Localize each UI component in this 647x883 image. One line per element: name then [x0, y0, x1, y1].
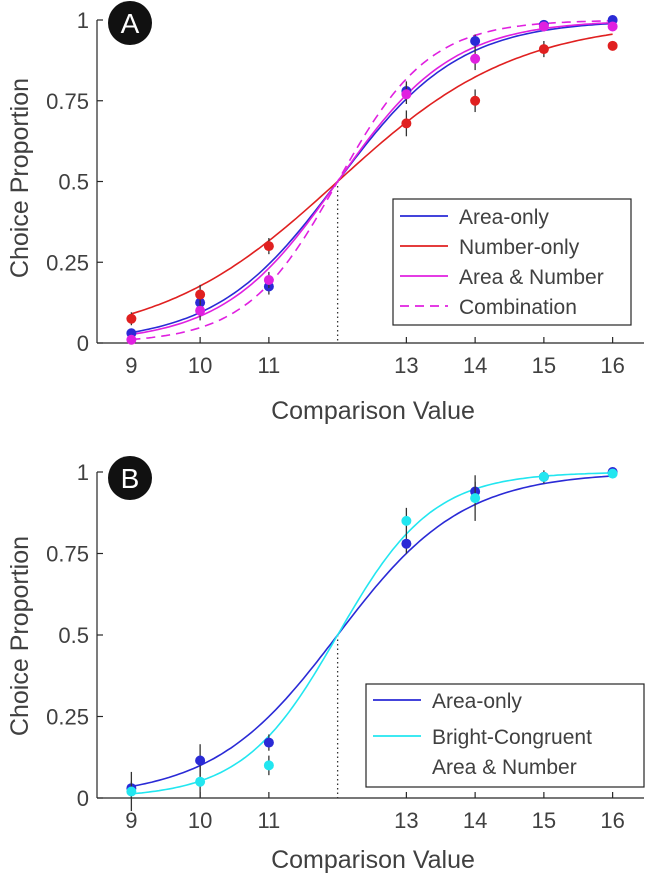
x-tick-label: 15 [532, 808, 556, 833]
legend-label: Bright-Congruent [432, 726, 592, 749]
panel-b-ylabel: Choice Proportion [6, 536, 34, 736]
panel-b-plot: 0 0.25 0.5 0.75 1 9 10 11 13 14 15 16 Area-only Brigh… [46, 460, 645, 833]
data-point [470, 493, 481, 504]
panel-a-badge: A [108, 1, 152, 45]
data-point [126, 313, 137, 324]
data-point [126, 786, 137, 797]
y-tick-label: 0 [77, 331, 89, 356]
data-point [607, 468, 618, 479]
panel-b-xlabel: Comparison Value [271, 846, 475, 874]
fit-curve [131, 475, 613, 788]
data-point [470, 95, 481, 106]
data-point [470, 53, 481, 64]
data-point [195, 776, 206, 787]
x-tick-label: 13 [394, 353, 418, 378]
panel-a-xlabel: Comparison Value [271, 397, 475, 425]
data-point [195, 305, 206, 316]
panel-b: B Choice Proportion Comparison Value 0 0.… [6, 456, 645, 874]
y-tick-label: 1 [77, 8, 89, 33]
panel-a: A Choice Proportion Comparison Value 0 0.… [6, 1, 644, 425]
data-point [401, 538, 412, 549]
panel-a-label: A [121, 8, 140, 39]
x-tick-label: 16 [600, 353, 624, 378]
panel-a-ylabel: Choice Proportion [6, 78, 34, 278]
legend-label: Area & Number [432, 756, 577, 779]
x-tick-label: 10 [188, 353, 212, 378]
data-point [263, 737, 274, 748]
y-tick-label: 0.5 [58, 623, 89, 648]
fit-curve [131, 20, 613, 341]
data-point [470, 35, 481, 46]
legend-label: Area-only [459, 206, 549, 229]
data-point [401, 118, 412, 129]
x-tick-label: 14 [463, 808, 487, 833]
data-point [607, 40, 618, 51]
legend-box [392, 198, 632, 326]
x-tick-label: 13 [394, 808, 418, 833]
data-point [538, 471, 549, 482]
legend: Area-only Bright-Congruent Area & Number [365, 683, 645, 788]
legend-label: Area-only [432, 690, 522, 713]
legend: Area-only Number-only Area & Number Combina… [392, 198, 632, 326]
data-point [126, 334, 137, 345]
data-point [401, 515, 412, 526]
panel-b-label: B [121, 463, 140, 494]
fit-curve [131, 22, 613, 334]
x-tick-label: 14 [463, 353, 487, 378]
legend-label: Area & Number [459, 266, 604, 289]
data-point [263, 241, 274, 252]
legend-label: Combination [459, 296, 577, 319]
data-point [538, 44, 549, 55]
data-point [538, 21, 549, 32]
y-tick-label: 0.75 [46, 89, 89, 114]
x-tick-label: 9 [125, 808, 137, 833]
legend-label: Number-only [459, 236, 580, 259]
y-tick-label: 0.25 [46, 250, 89, 275]
panel-a-plot: 0 0.25 0.5 0.75 1 9 10 11 13 14 15 16 Area-only Numbe… [46, 8, 644, 378]
x-tick-label: 16 [600, 808, 624, 833]
panel-b-badge: B [108, 456, 152, 500]
data-point [195, 755, 206, 766]
x-tick-label: 15 [532, 353, 556, 378]
y-tick-label: 0 [77, 786, 89, 811]
x-tick-label: 9 [125, 353, 137, 378]
data-point [401, 89, 412, 100]
y-tick-label: 0.5 [58, 170, 89, 195]
y-tick-label: 0.25 [46, 705, 89, 730]
data-point [263, 275, 274, 286]
fit-curve [131, 21, 613, 336]
x-tick-label: 11 [257, 808, 280, 833]
fit-curve [131, 472, 613, 795]
fit-curve [131, 33, 613, 315]
x-tick-label: 10 [188, 808, 212, 833]
data-point [195, 289, 206, 300]
data-point [263, 760, 274, 771]
data-point [607, 21, 618, 32]
y-tick-label: 1 [77, 460, 89, 485]
y-tick-label: 0.75 [46, 542, 89, 567]
x-tick-label: 11 [257, 353, 280, 378]
